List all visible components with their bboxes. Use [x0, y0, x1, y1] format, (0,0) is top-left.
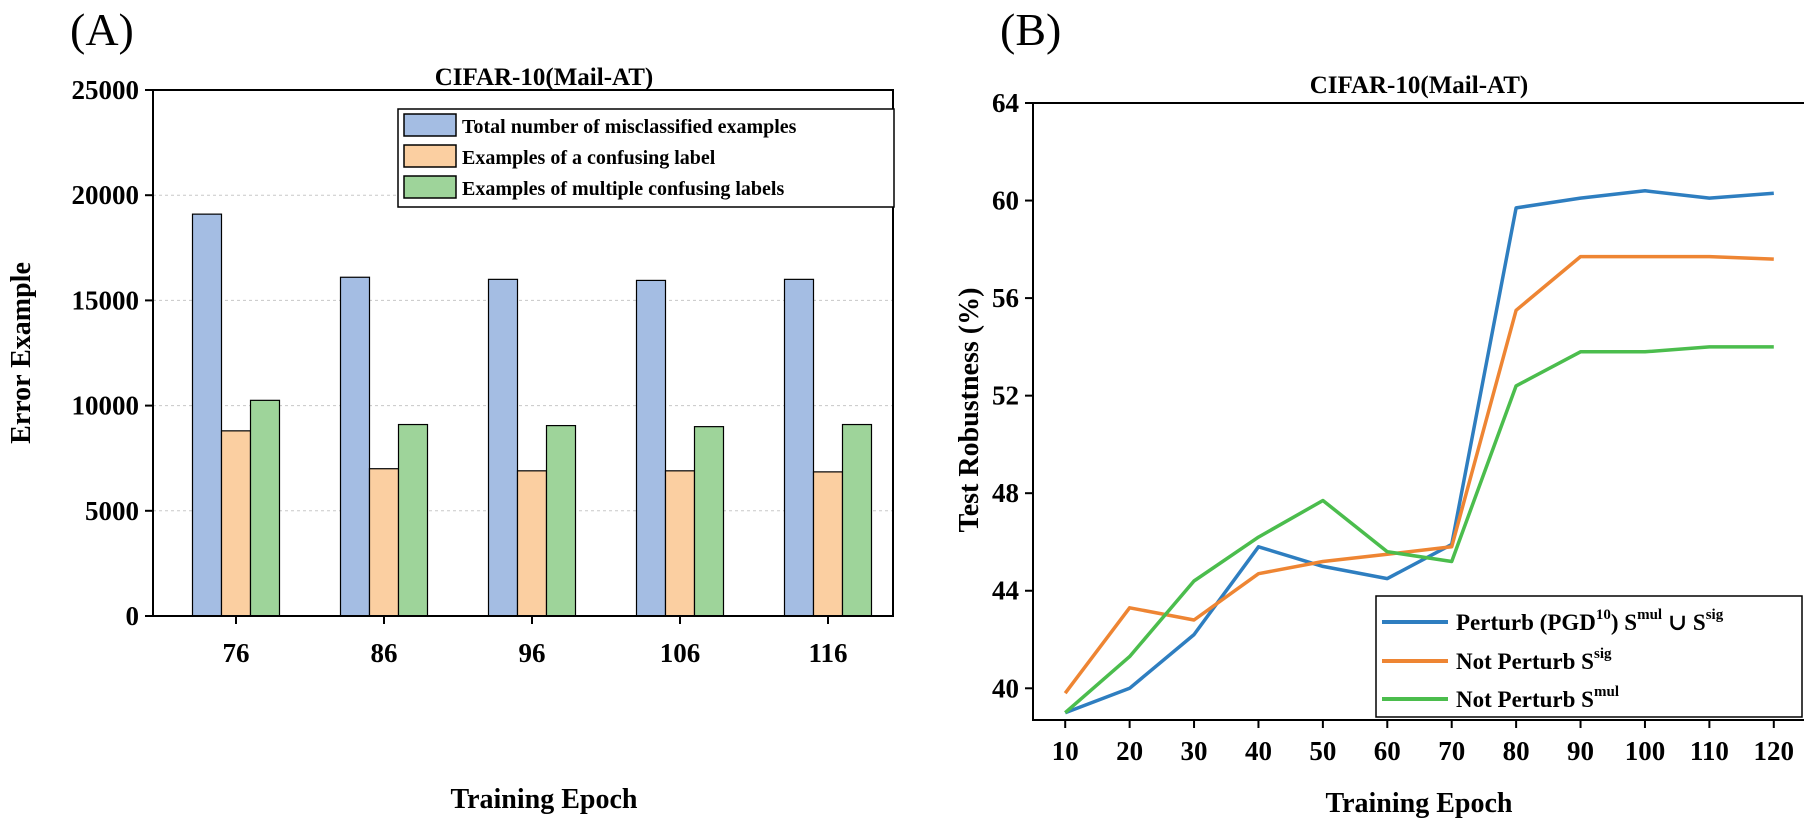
- chart-a-bars: [191, 213, 873, 617]
- x-tick-label: 100: [1625, 736, 1666, 766]
- x-tick-label: 70: [1438, 736, 1465, 766]
- legend-swatch-total: [403, 113, 457, 137]
- chart-b-legend-box: [1375, 595, 1803, 718]
- chart-a-y-label: Error Example: [6, 262, 37, 444]
- chart-a-x-label: Training Epoch: [451, 784, 638, 815]
- y-tick-label: 44: [992, 576, 1019, 606]
- chart-b-lines: [1063, 189, 1774, 715]
- y-tick-label: 48: [992, 478, 1019, 508]
- y-tick-label: 56: [992, 283, 1019, 313]
- chart-b-y-ticks: 40 44 48 52 56 60 64: [992, 88, 1033, 703]
- x-tick-label: 80: [1503, 736, 1530, 766]
- bar: [191, 213, 223, 617]
- y-tick-label: 40: [992, 673, 1019, 703]
- chart-b-title: CIFAR-10(Mail-AT): [1310, 72, 1528, 99]
- x-tick-label: 30: [1181, 736, 1208, 766]
- y-tick-label: 60: [992, 186, 1019, 216]
- chart-a-title: CIFAR-10(Mail-AT): [435, 64, 653, 91]
- panel-label-b: (B): [1000, 4, 1061, 55]
- chart-a-legend-box: [397, 108, 895, 208]
- bar: [812, 471, 844, 617]
- legend-label-multiple: Examples of multiple confusing labels: [462, 178, 784, 200]
- chart-a-frame: [152, 89, 894, 617]
- x-tick-label: 10: [1052, 736, 1079, 766]
- series-line: [1064, 189, 1774, 715]
- chart-b-frame: [1032, 102, 1804, 721]
- chart-b-x-ticks: 10 20 30 40 50 60 70 80 90 100 110 120: [1052, 720, 1794, 766]
- x-tick-label: 120: [1754, 736, 1795, 766]
- legend-label-total: Total number of misclassified examples: [462, 116, 797, 138]
- bar: [220, 430, 252, 617]
- legend-label-not-perturb-sig: Not Perturb Ssig: [1456, 646, 1612, 674]
- bar: [487, 278, 519, 617]
- line-chart: CIFAR-10(Mail-AT) 40 44 48 52 56 60 64 10 20 30 4…: [954, 72, 1804, 819]
- bar: [635, 279, 667, 617]
- x-tick-label: 106: [660, 638, 701, 668]
- x-tick-label: 116: [808, 638, 847, 668]
- x-tick-label: 86: [371, 638, 398, 668]
- x-tick-label: 60: [1374, 736, 1401, 766]
- x-tick-label: 40: [1245, 736, 1272, 766]
- chart-b-x-label: Training Epoch: [1326, 788, 1513, 819]
- y-tick-label: 5000: [85, 496, 139, 526]
- series-line: [1064, 345, 1774, 715]
- bar: [664, 470, 696, 617]
- y-tick-label: 52: [992, 381, 1019, 411]
- y-tick-label: 20000: [72, 180, 140, 210]
- bar: [368, 468, 400, 617]
- bar-chart: CIFAR-10(Mail-AT) 0 5000 10000 15000 20000 25…: [6, 64, 895, 815]
- x-tick-label: 90: [1567, 736, 1594, 766]
- bar: [545, 424, 577, 617]
- bar: [339, 276, 371, 617]
- panel-label-a: (A): [70, 4, 134, 55]
- y-tick-label: 64: [992, 88, 1019, 118]
- bar: [397, 423, 429, 617]
- y-tick-label: 15000: [72, 285, 140, 315]
- y-tick-label: 10000: [72, 391, 140, 421]
- bar: [516, 470, 548, 617]
- legend-label-perturb-union: Perturb (PGD10) Smul ∪ Ssig: [1456, 607, 1724, 635]
- bar: [249, 399, 281, 617]
- bar: [841, 423, 873, 617]
- x-tick-label: 20: [1116, 736, 1143, 766]
- y-tick-label: 0: [126, 601, 140, 631]
- chart-a-y-ticks: 0 5000 10000 15000 20000 25000: [72, 75, 153, 631]
- chart-b-legend: Perturb (PGD10) Smul ∪ Ssig Not Perturb …: [1375, 595, 1803, 718]
- chart-a-x-ticks: 76 86 96 106 116: [223, 616, 848, 668]
- x-tick-label: 96: [519, 638, 546, 668]
- legend-label-not-perturb-mul: Not Perturb Smul: [1456, 684, 1619, 712]
- x-tick-label: 76: [223, 638, 250, 668]
- legend-swatch-multiple: [403, 175, 457, 199]
- chart-a-legend: Total number of misclassified examples E…: [397, 108, 895, 208]
- chart-b-y-label: Test Robustness (%): [954, 288, 985, 533]
- y-tick-label: 25000: [72, 75, 140, 105]
- bar: [693, 426, 725, 617]
- x-tick-label: 50: [1309, 736, 1336, 766]
- series-line: [1063, 254, 1774, 695]
- x-tick-label: 110: [1690, 736, 1729, 766]
- bar: [783, 278, 815, 617]
- legend-label-confusing: Examples of a confusing label: [462, 147, 716, 169]
- legend-swatch-confusing: [403, 144, 457, 168]
